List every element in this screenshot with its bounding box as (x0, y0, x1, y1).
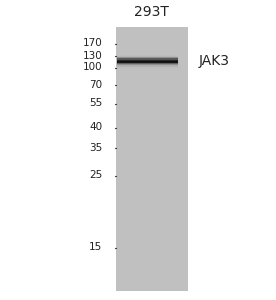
Text: JAK3: JAK3 (199, 55, 230, 68)
Text: 35: 35 (89, 142, 102, 153)
Text: 25: 25 (89, 170, 102, 181)
Text: 100: 100 (83, 62, 102, 73)
Text: 15: 15 (89, 242, 102, 253)
Bar (116, 27, 188, 291)
Text: 40: 40 (89, 122, 102, 133)
Text: 170: 170 (82, 38, 102, 49)
Text: 130: 130 (82, 50, 102, 61)
Text: 70: 70 (89, 80, 102, 90)
Text: 293T: 293T (134, 5, 169, 20)
Text: 55: 55 (89, 98, 102, 109)
